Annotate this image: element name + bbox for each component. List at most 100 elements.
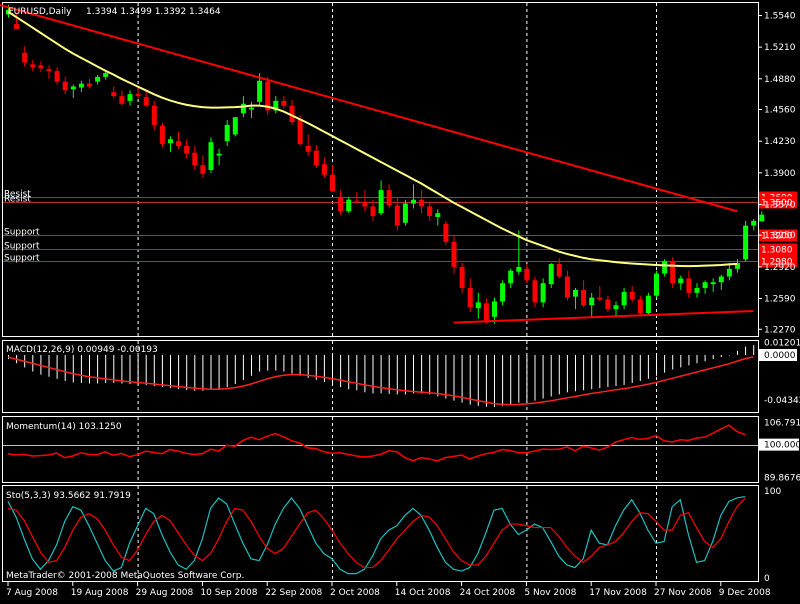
y-tick-label: 1.3250 xyxy=(764,231,796,241)
candle-body xyxy=(127,94,133,101)
candle-body xyxy=(419,199,425,207)
candle-body xyxy=(686,278,692,293)
x-tick-label: 19 Aug 2008 xyxy=(71,588,129,598)
candle-body xyxy=(443,223,449,242)
candle-body xyxy=(30,64,36,68)
candle-body xyxy=(265,81,271,111)
macd-signal-line xyxy=(7,356,754,406)
trendlines xyxy=(0,3,754,324)
macd-tick-label: -0.04342 xyxy=(764,396,800,406)
candle-body xyxy=(589,297,595,306)
candle-body xyxy=(159,125,165,145)
candle-body xyxy=(216,153,222,156)
y-tick-label: 1.3570 xyxy=(764,201,796,211)
candle-body xyxy=(354,200,360,202)
candle-body xyxy=(232,117,238,135)
momentum-tick-label: 100.0000 xyxy=(764,441,800,451)
candle-body xyxy=(500,283,506,302)
candle-body xyxy=(78,83,84,88)
x-tick-label: 14 Oct 2008 xyxy=(395,588,451,598)
chart-ohlc-values: 1.3394 1.3499 1.3392 1.3464 xyxy=(86,7,221,17)
candle-body xyxy=(135,94,141,97)
candle-body xyxy=(508,270,514,284)
candle-body xyxy=(176,141,182,146)
candle-body xyxy=(483,303,489,322)
macd-tick-label: 0.0000 xyxy=(764,351,796,361)
candle-body xyxy=(516,266,522,272)
candle-body xyxy=(192,152,198,166)
candle-body xyxy=(386,190,392,206)
candle-body xyxy=(378,190,384,214)
candle-body xyxy=(524,268,530,281)
candle-body xyxy=(346,199,352,212)
candle-body xyxy=(62,81,68,91)
price-axis: 1.5540 1.5210 1.4880 1.4560 1.4230 1.3900 1.35… xyxy=(758,11,796,335)
candle-body xyxy=(556,264,562,277)
candle-body xyxy=(427,206,433,217)
candle-body xyxy=(95,76,101,82)
candle-body xyxy=(338,196,344,212)
candle-body xyxy=(273,100,279,111)
candle-body xyxy=(87,83,92,87)
macd-title: MACD(12,26,9) 0.00949 -0.00193 xyxy=(6,345,158,355)
macd-indicator: 0.01201 0.0000 -0.04342 xyxy=(7,339,800,407)
y-tick-label: 1.2920 xyxy=(764,263,796,273)
y-tick-label: 1.2270 xyxy=(764,325,796,335)
candle-body xyxy=(402,203,408,223)
x-tick-label: 5 Nov 2008 xyxy=(524,588,576,598)
candle-body xyxy=(637,299,643,313)
candle-body xyxy=(46,69,52,72)
candle-body xyxy=(321,164,327,175)
candle-body xyxy=(184,145,190,154)
candle-body xyxy=(54,71,60,82)
momentum-panel-frame xyxy=(2,416,759,483)
candlesticks xyxy=(6,4,765,324)
candle-body xyxy=(70,86,76,90)
candle-body xyxy=(492,301,497,317)
candle-body xyxy=(613,305,619,310)
stochastic-main-line xyxy=(7,495,746,575)
candle-body xyxy=(751,220,757,226)
candle-body xyxy=(467,288,473,308)
candle-body xyxy=(305,145,311,152)
candle-body xyxy=(759,214,765,222)
main-panel-frame xyxy=(2,2,759,337)
candle-body xyxy=(249,107,254,110)
x-tick-label: 27 Nov 2008 xyxy=(654,588,712,598)
y-tick-label: 1.5540 xyxy=(764,11,796,21)
candle-body xyxy=(645,295,651,313)
moving-average xyxy=(7,10,738,268)
candle-body xyxy=(532,280,538,303)
momentum-indicator: 106.7916 100.0000 89.8676 xyxy=(3,419,800,484)
candle-body xyxy=(370,206,376,217)
candle-body xyxy=(330,174,335,192)
level-price-tag xyxy=(759,229,797,242)
candle-body xyxy=(240,103,246,114)
level-price-label: 1.2980 xyxy=(761,258,793,268)
candle-body xyxy=(662,261,668,274)
candle-body xyxy=(621,291,627,306)
stochastic-tick-label: 100 xyxy=(764,487,781,497)
candle-body xyxy=(151,105,157,125)
momentum-tick-label: 106.7916 xyxy=(764,419,800,429)
level-price-label: 1.3200 xyxy=(761,232,793,242)
x-tick-label: 2 Oct 2008 xyxy=(330,588,380,598)
momentum-title: Momentum(14) 103.1250 xyxy=(6,422,122,432)
candle-body xyxy=(435,213,441,218)
stochastic-signal-line xyxy=(7,497,746,569)
trendline xyxy=(453,310,754,324)
stochastic-indicator: 100 0 xyxy=(7,487,781,584)
candle-body xyxy=(119,96,125,104)
moving-average-line xyxy=(7,10,738,268)
candle-body xyxy=(411,199,416,204)
candle-body xyxy=(289,105,295,122)
momentum-tick-label: 89.8676 xyxy=(764,474,800,484)
macd-zero-tag xyxy=(759,348,797,361)
candle-body xyxy=(200,165,206,174)
level-label: Support xyxy=(4,242,40,252)
candle-body xyxy=(564,276,570,298)
stochastic-panel-frame xyxy=(2,485,759,582)
candle-body xyxy=(208,142,214,170)
y-tick-label: 1.2590 xyxy=(764,295,796,305)
